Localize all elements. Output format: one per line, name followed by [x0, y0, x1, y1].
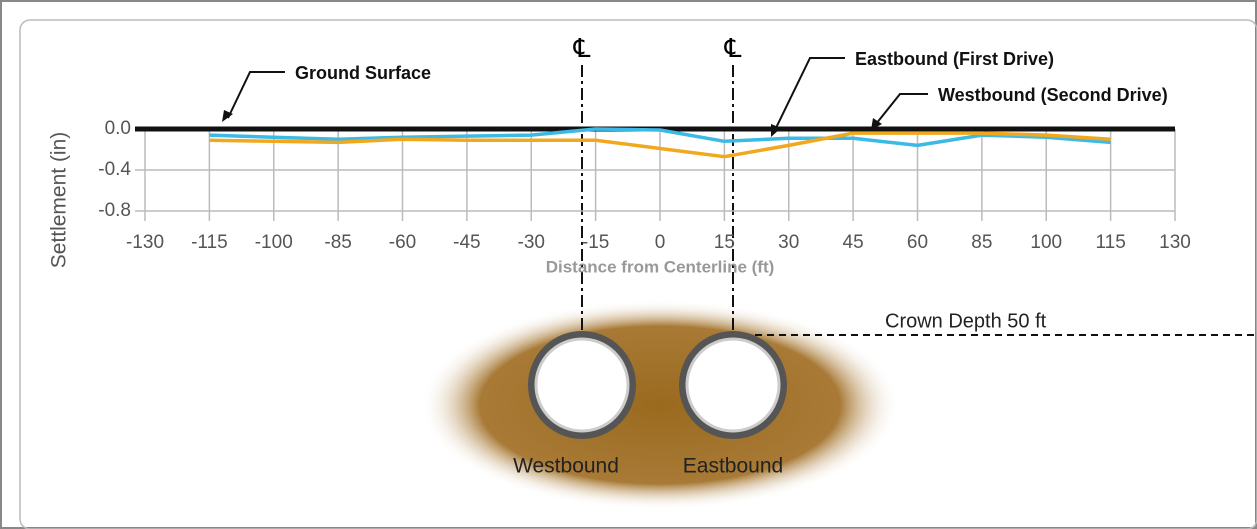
x-tick-label: -45: [453, 232, 480, 253]
y-axis-label: Settlement (in): [48, 132, 71, 269]
y-tick-label: -0.8: [98, 200, 131, 221]
x-tick-label: 15: [714, 232, 735, 253]
tunnel-label: Eastbound: [683, 455, 783, 478]
tunnel-west: [528, 331, 636, 439]
annotation-arrow: [227, 71, 285, 119]
x-tick-label: -30: [518, 232, 545, 253]
tunnel-west-lining: [534, 337, 630, 433]
centerline-symbol: ℄: [573, 33, 591, 63]
centerline-symbol: ℄: [724, 33, 742, 63]
arrowhead: [222, 110, 233, 122]
tunnel-east: [679, 331, 787, 439]
annotation: Westbound (Second Drive): [938, 85, 1168, 105]
annotation-arrow: [875, 93, 928, 125]
x-tick-label: 115: [1095, 232, 1125, 253]
x-tick-label: -100: [255, 232, 293, 253]
tunnel-east-lining: [685, 337, 781, 433]
settlement-line: [209, 127, 1111, 148]
annotation: Ground Surface: [295, 63, 431, 83]
settlement-line: [209, 131, 1111, 159]
x-tick-label: -115: [191, 232, 228, 253]
x-tick-label: -85: [324, 232, 351, 253]
x-tick-label: 60: [907, 232, 928, 253]
x-tick-label: -130: [126, 232, 164, 253]
y-tick-label: -0.4: [98, 159, 131, 180]
soil-zone: [420, 300, 900, 510]
annotation: Eastbound (First Drive): [855, 49, 1054, 69]
crown-depth-label: Crown Depth 50 ft: [885, 310, 1047, 332]
x-tick-label: 45: [843, 232, 864, 253]
x-tick-label: 100: [1030, 232, 1062, 253]
y-tick-label: 0.0: [105, 118, 131, 139]
tunnel-label: Westbound: [513, 455, 619, 478]
x-tick-label: -60: [389, 232, 416, 253]
x-axis-label: Distance from Centerline (ft): [546, 257, 775, 276]
annotation-arrow: [774, 57, 845, 131]
x-tick-label: 85: [971, 232, 992, 253]
x-tick-label: 30: [778, 232, 799, 253]
x-tick-label: 130: [1159, 232, 1191, 253]
x-tick-label: -15: [582, 232, 609, 253]
inner-frame: [19, 19, 1257, 529]
x-tick-label: 0: [655, 232, 666, 253]
